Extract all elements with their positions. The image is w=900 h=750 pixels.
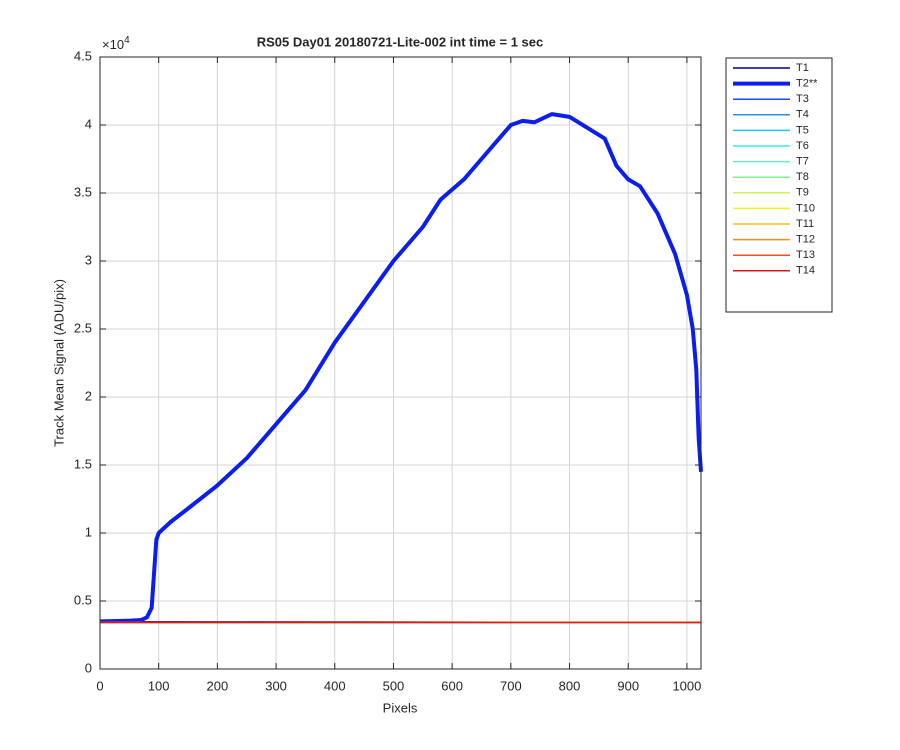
y-multiplier-base: ×10 — [102, 37, 124, 52]
legend-label: T12 — [796, 234, 815, 246]
legend-label: T1 — [796, 62, 809, 74]
legend-label: T5 — [796, 124, 809, 136]
chart-title: RS05 Day01 20180721-Lite-002 int time = … — [257, 34, 544, 49]
x-tick-label: 800 — [559, 678, 581, 693]
legend-label: T13 — [796, 249, 815, 261]
y-tick-label: 2 — [85, 388, 92, 403]
legend-label: T9 — [796, 187, 809, 199]
y-tick-label: 1 — [85, 524, 92, 539]
y-multiplier-exponent: 4 — [124, 35, 130, 46]
x-tick-label: 400 — [324, 678, 346, 693]
x-tick-label: 0 — [96, 678, 103, 693]
legend-label: T11 — [796, 218, 814, 230]
x-tick-label: 700 — [500, 678, 522, 693]
legend-label: T3 — [796, 93, 809, 105]
x-axis-label: Pixels — [383, 700, 418, 715]
y-axis-label: Track Mean Signal (ADU/pix) — [51, 279, 66, 447]
x-tick-label: 900 — [617, 678, 639, 693]
x-tick-label: 600 — [441, 678, 463, 693]
y-tick-label: 3.5 — [74, 184, 92, 199]
y-multiplier: ×104 — [102, 35, 130, 53]
legend-label: T7 — [796, 156, 809, 168]
legend-label: T6 — [796, 140, 809, 152]
y-tick-label: 0 — [85, 660, 92, 675]
y-tick-label: 1.5 — [74, 456, 92, 471]
x-tick-label: 500 — [383, 678, 405, 693]
x-tick-label: 200 — [207, 678, 229, 693]
y-tick-label: 0.5 — [74, 592, 92, 607]
legend-label: T10 — [796, 202, 815, 214]
x-tick-label: 300 — [265, 678, 287, 693]
series-line — [100, 112, 703, 624]
legend-label: T2** — [796, 78, 818, 90]
legend-label: T8 — [796, 171, 809, 183]
legend-label: T4 — [796, 109, 809, 121]
x-tick-label: 1000 — [672, 678, 701, 693]
legend-box — [725, 57, 833, 313]
x-tick-label: 100 — [148, 678, 170, 693]
axes-box — [99, 56, 702, 670]
y-tick-label: 2.5 — [74, 320, 92, 335]
y-tick-label: 4 — [85, 116, 92, 131]
legend-label: T14 — [796, 265, 815, 277]
y-tick-label: 4.5 — [74, 48, 92, 63]
y-tick-label: 3 — [85, 252, 92, 267]
